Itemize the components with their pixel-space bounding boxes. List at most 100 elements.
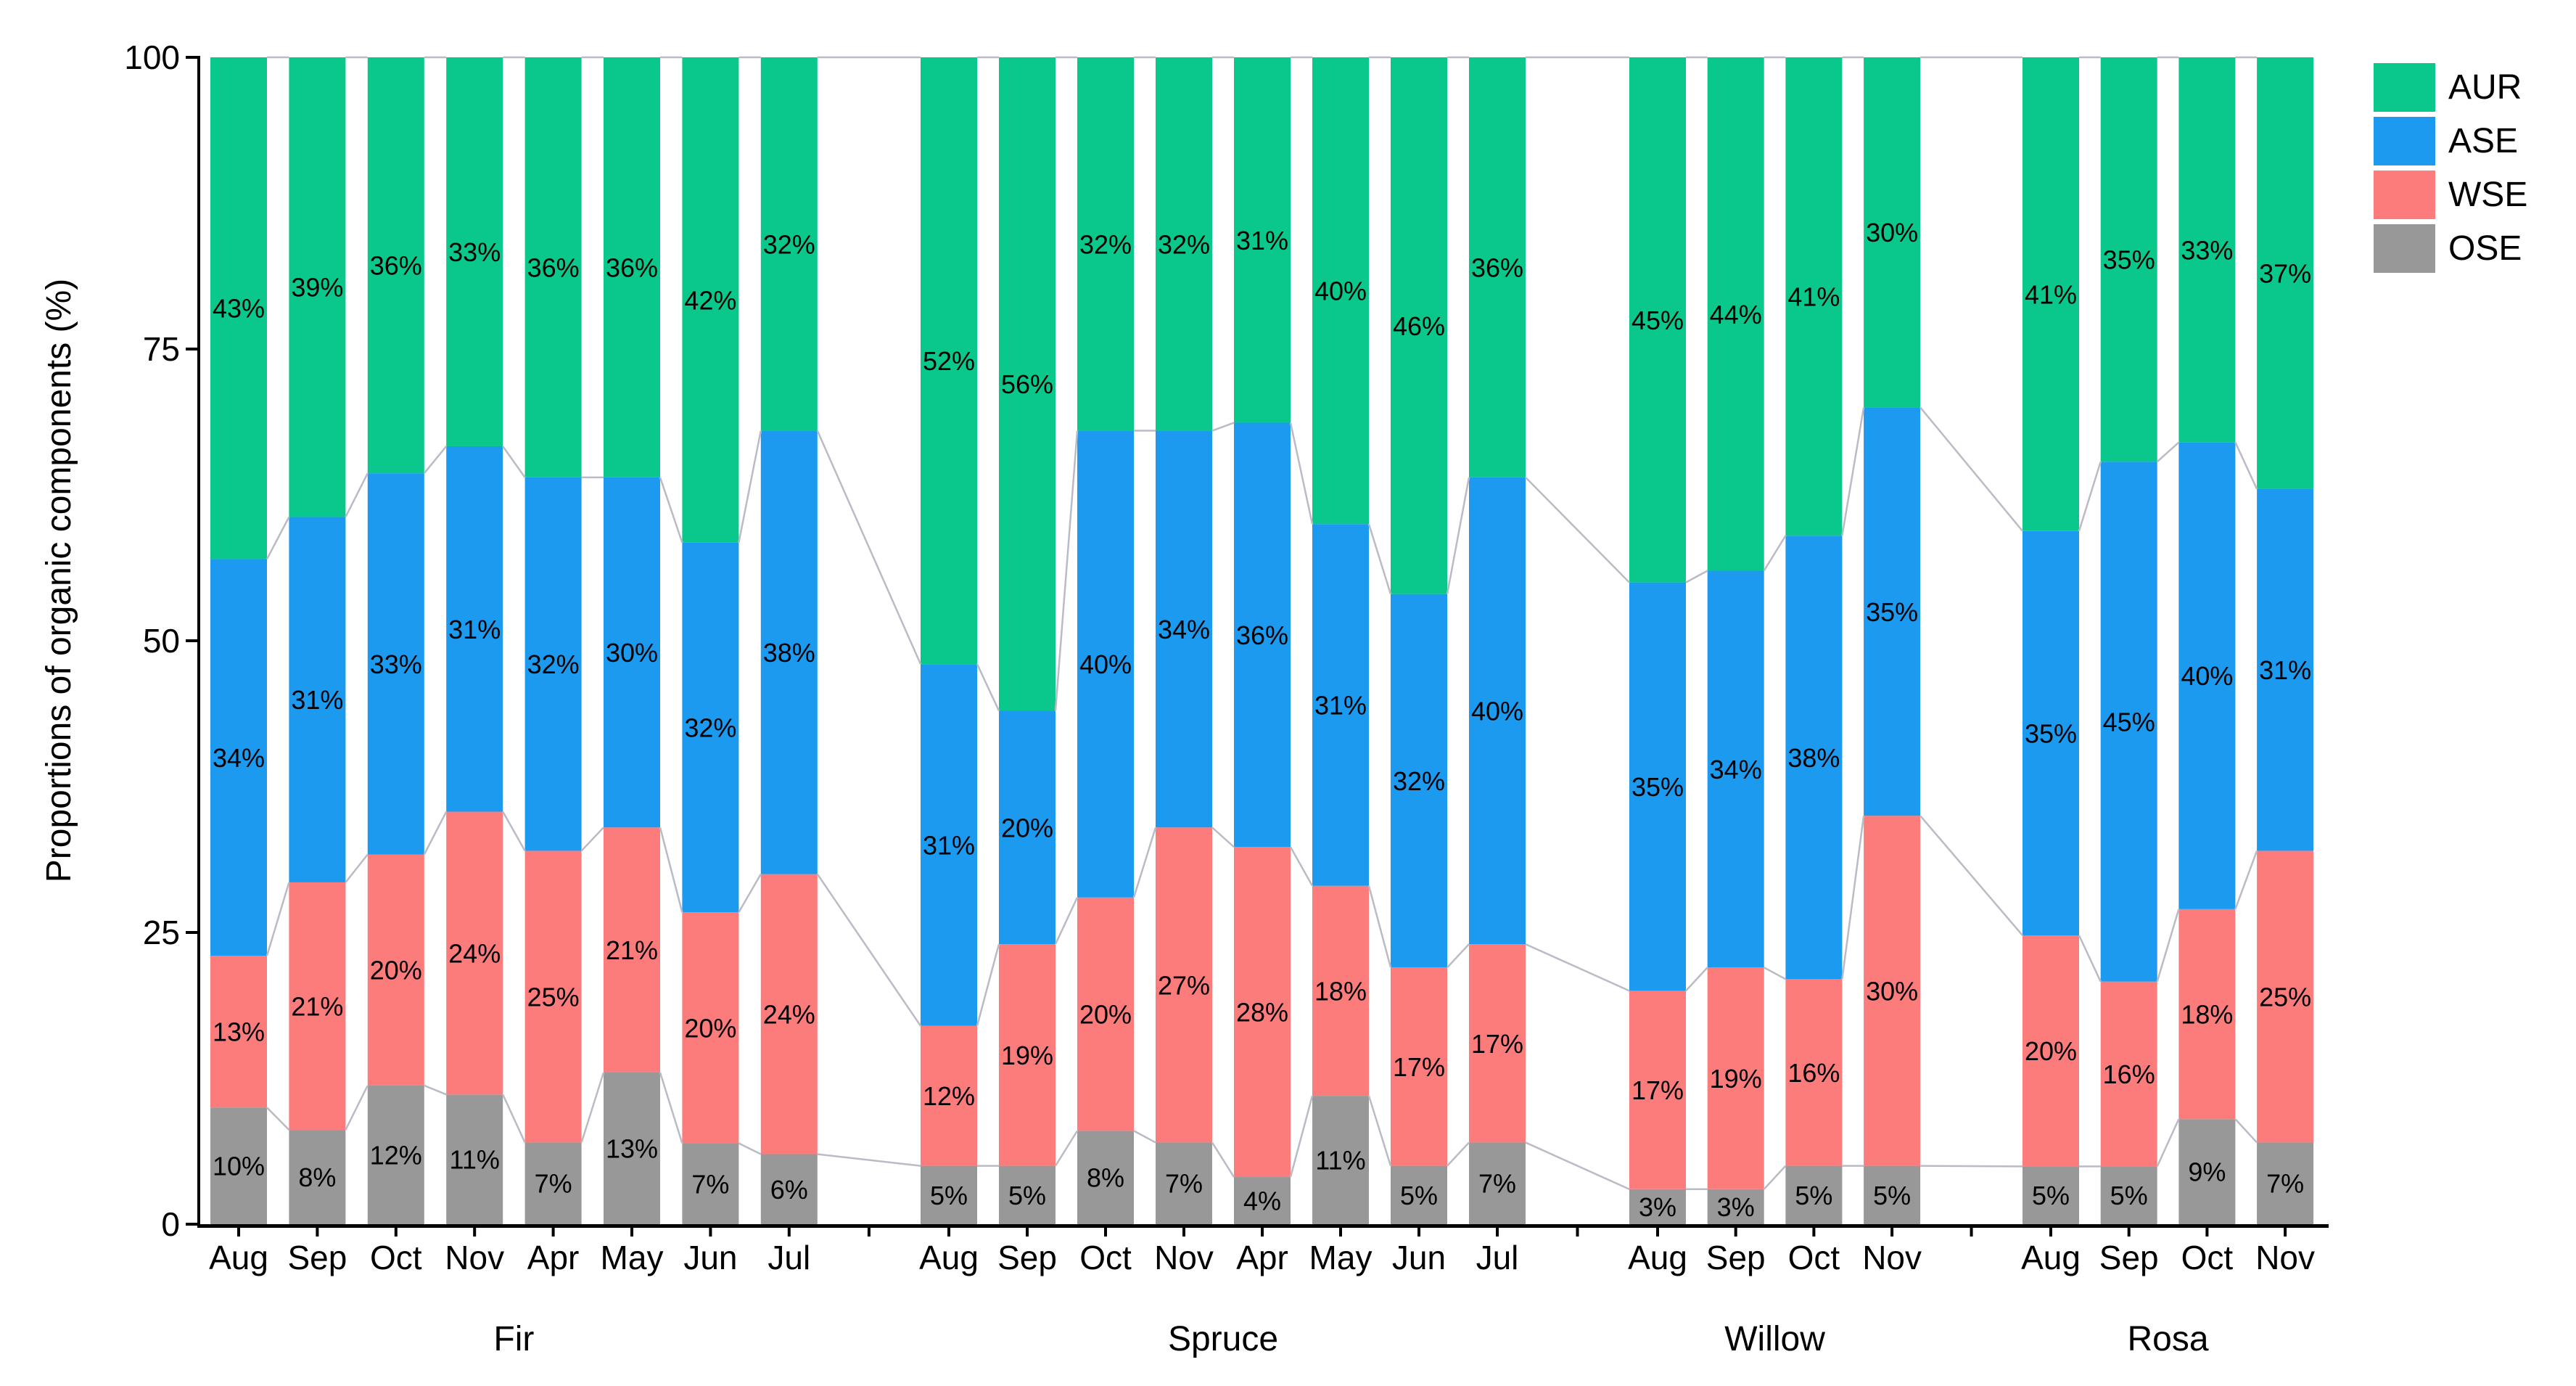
connector-line [502, 1094, 526, 1143]
bar-segment-aur [210, 57, 267, 559]
segment-value-label: 13% [606, 1133, 658, 1163]
segment-value-label: 52% [923, 346, 975, 376]
connector-line [2156, 1118, 2180, 1167]
connector-line [345, 1085, 369, 1131]
segment-value-label: 5% [1008, 1181, 1046, 1210]
segment-value-label: 34% [1710, 755, 1762, 784]
segment-value-label: 27% [1158, 970, 1210, 1000]
x-tick [1339, 1227, 1342, 1237]
segment-value-label: 33% [370, 649, 422, 679]
segment-value-label: 42% [684, 285, 736, 315]
segment-value-label: 43% [213, 294, 265, 324]
segment-value-label: 41% [1787, 282, 1840, 312]
bar-segment-aur [1707, 57, 1764, 571]
connector-line [1763, 535, 1787, 572]
x-tick [237, 1227, 240, 1237]
bar-segment-wse [999, 944, 1055, 1166]
segment-value-label: 19% [1710, 1064, 1762, 1094]
connector-line [1841, 407, 1865, 536]
month-label: Aug [209, 1239, 268, 1276]
segment-value-label: 40% [1471, 696, 1523, 726]
bar-segment-ase [2178, 442, 2236, 909]
x-tick [1576, 1227, 1579, 1237]
segment-value-label: 12% [370, 1140, 422, 1170]
bar-segment-wse [367, 854, 424, 1086]
x-tick [630, 1227, 633, 1237]
segment-value-label: 36% [370, 251, 422, 281]
connector-line [816, 873, 922, 1027]
bar-segment-wse [1391, 967, 1447, 1166]
segment-value-label: 20% [684, 1013, 736, 1043]
bar-segment-aur [1864, 57, 1921, 408]
legend-label-aur: AUR [2448, 68, 2522, 107]
bar-segment-aur [2100, 57, 2157, 462]
bar-segment-wse [2022, 935, 2079, 1167]
connector-line [1289, 846, 1314, 887]
bar-segment-wse [604, 827, 660, 1073]
segment-value-label: 5% [2110, 1181, 2148, 1210]
connector-line [738, 873, 762, 913]
segment-value-label: 31% [448, 615, 501, 644]
segment-value-label: 20% [1079, 1000, 1132, 1030]
x-tick [1104, 1227, 1107, 1237]
x-tick [1182, 1227, 1185, 1237]
connector-line [345, 853, 369, 883]
connector-line [1920, 1165, 2023, 1168]
legend-label-wse: WSE [2448, 176, 2528, 214]
legend-item-ose: OSE [2374, 224, 2527, 273]
segment-value-label: 3% [1639, 1192, 1676, 1222]
segment-value-label: 32% [763, 229, 815, 259]
segment-value-label: 45% [2103, 707, 2155, 737]
segment-value-label: 37% [2259, 258, 2311, 288]
y-tick-label: 25 [143, 914, 180, 951]
connector-line [659, 827, 683, 913]
segment-value-label: 36% [1471, 253, 1523, 282]
bar-segment-wse [2178, 909, 2236, 1120]
bar-segment-ase [1864, 407, 1921, 816]
bar-segment-wse [1707, 967, 1764, 1189]
bar-segment-wse [760, 874, 818, 1155]
segment-value-label: 32% [1158, 229, 1210, 259]
y-tick-label: 100 [124, 38, 180, 76]
bar-segment-ose [1469, 1142, 1526, 1224]
segment-value-label: 19% [1001, 1041, 1053, 1070]
segment-value-label: 7% [1478, 1169, 1516, 1199]
y-tick [186, 1223, 197, 1226]
bar-segment-aur [1469, 57, 1526, 477]
month-label: Jul [768, 1239, 810, 1276]
connector-line [424, 1084, 447, 1096]
legend-label-ase: ASE [2448, 122, 2519, 160]
connector-line [1289, 1095, 1314, 1178]
bar-segment-ase [524, 477, 582, 851]
bar-segment-ose [2178, 1119, 2236, 1224]
segment-value-label: 13% [213, 1017, 265, 1047]
bar-segment-wse [289, 882, 346, 1131]
segment-value-label: 30% [1866, 218, 1918, 247]
y-tick-label: 75 [143, 330, 180, 368]
bar-segment-ose [760, 1154, 818, 1224]
bar-segment-aur [1312, 57, 1369, 525]
bar-segment-wse [2100, 981, 2157, 1167]
segment-value-label: 10% [213, 1152, 265, 1181]
connector-line [817, 1153, 921, 1167]
connector-line [1367, 1095, 1392, 1166]
connector-line [1685, 967, 1708, 992]
segment-value-label: 41% [2025, 279, 2077, 309]
bar-segment-ase [1077, 430, 1134, 898]
segment-value-label: 7% [1165, 1169, 1203, 1199]
x-tick [787, 1227, 791, 1237]
segment-value-label: 36% [527, 253, 580, 282]
bar-segment-ose [367, 1085, 424, 1224]
bar-segment-wse [446, 811, 503, 1095]
connector-line [2156, 909, 2180, 983]
y-tick [186, 931, 197, 934]
x-tick [1026, 1227, 1029, 1237]
bar-segment-aur [1234, 57, 1291, 423]
connector-line [1685, 570, 1708, 583]
bar-segment-ose [999, 1165, 1055, 1224]
bar-segment-ose [446, 1094, 503, 1224]
month-label: Oct [1788, 1239, 1840, 1276]
segment-value-label: 38% [1787, 743, 1840, 773]
connector-line [1447, 943, 1470, 969]
